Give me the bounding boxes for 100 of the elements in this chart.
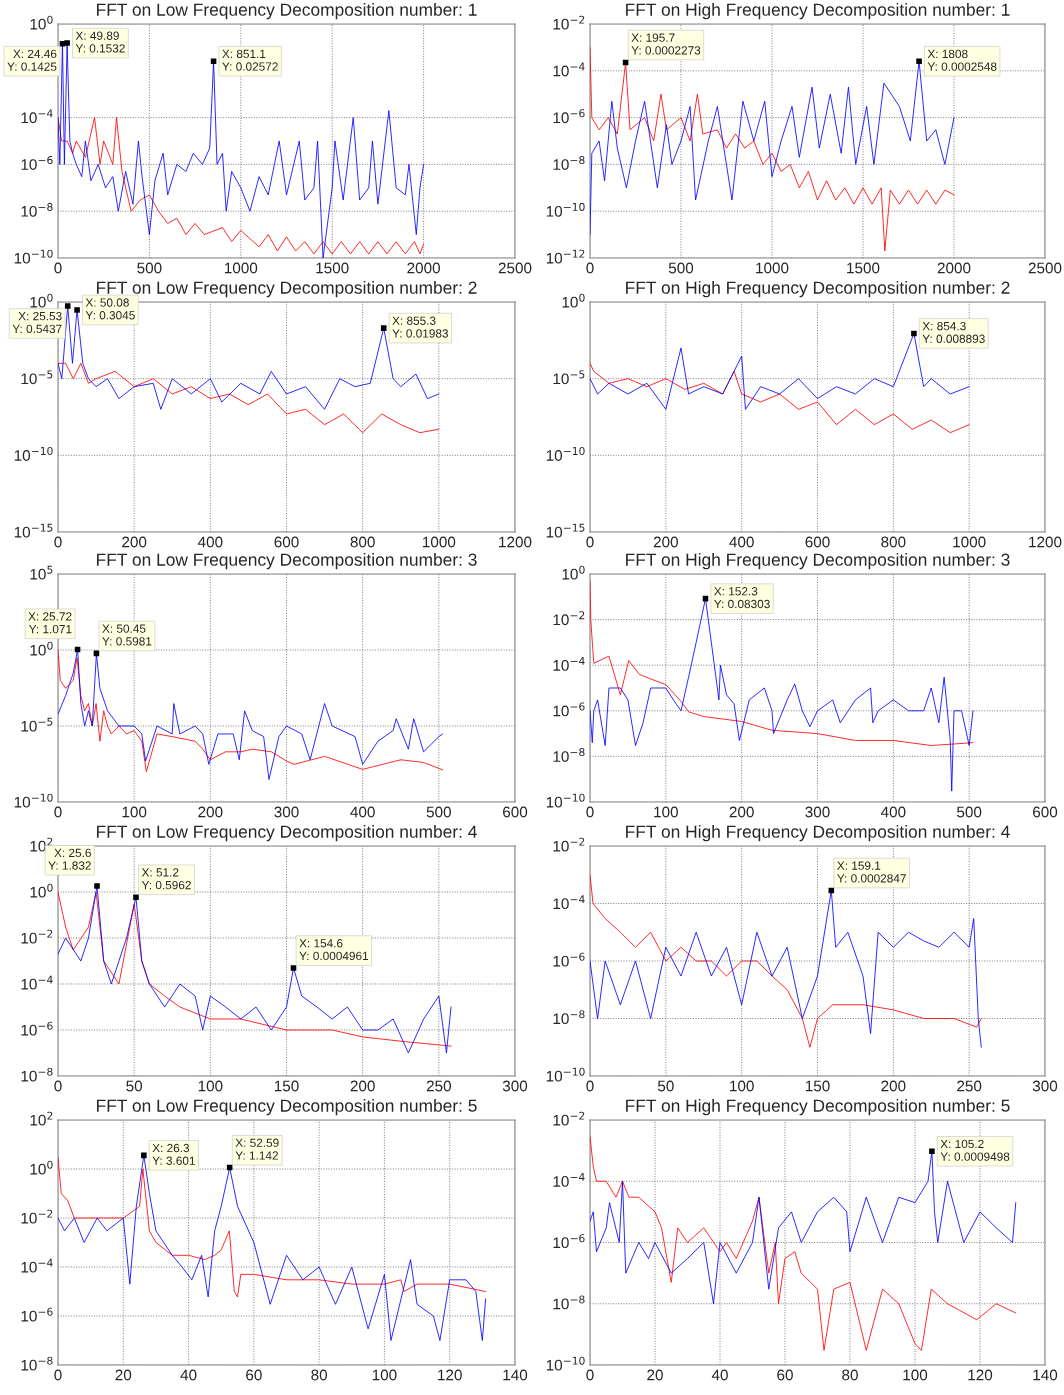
- y-tick-label: 10$^{−8}$: [21, 1067, 53, 1082]
- y-tick-label: 10$^{−6}$: [21, 156, 53, 170]
- x-tick-label: 2500: [498, 262, 532, 274]
- x-tick-label: 400: [880, 806, 906, 818]
- y-tick-label: 10$^{−10}$: [546, 446, 585, 461]
- x-tick-label: 100: [372, 1369, 397, 1381]
- y-tick-label: 10$^{−8}$: [553, 1295, 585, 1310]
- x-tick-label: 200: [198, 806, 223, 818]
- x-tick-label: 20: [647, 1369, 663, 1381]
- x-tick-label: 300: [274, 806, 299, 818]
- annotation: X: 855.3 Y: 0.01983: [392, 316, 448, 338]
- chart-title: FFT on High Frequency Decomposition number: 4: [626, 825, 1010, 842]
- y-tick-label: 10$^{0}$: [30, 641, 53, 656]
- y-tick-label: 10$^{−8}$: [21, 1356, 53, 1371]
- x-tick-label: 800: [350, 536, 375, 548]
- x-tick-label: 40: [180, 1369, 197, 1381]
- y-tick-label: 10$^{−6}$: [553, 109, 585, 124]
- x-tick-label: 250: [957, 1080, 982, 1092]
- y-tick-label: 10$^{−4}$: [553, 656, 585, 671]
- x-tick-label: 2500: [1028, 262, 1062, 274]
- y-tick-label: 10$^{−8}$: [553, 748, 585, 762]
- y-tick-label: 10$^{−2}$: [553, 15, 585, 30]
- x-tick-label: 1000: [953, 536, 986, 548]
- x-tick-label: 100: [903, 1369, 928, 1381]
- annotation: X: 25.72 Y: 1.071: [28, 612, 72, 634]
- y-tick-label: 10$^{0}$: [30, 293, 53, 308]
- y-tick-label: 10$^{−4}$: [553, 1173, 585, 1187]
- x-tick-label: 1500: [847, 262, 880, 274]
- chart-title: FFT on Low Frequency Decomposition number: 2: [97, 281, 477, 298]
- y-tick-label: 10$^{−4}$: [553, 62, 585, 77]
- annotation: X: 49.89 Y: 0.1532: [75, 31, 125, 53]
- annotation: X: 1808 Y: 0.0002548: [927, 49, 997, 71]
- x-tick-label: 0: [54, 1080, 62, 1092]
- y-tick-label: 10$^{−6}$: [21, 1021, 53, 1036]
- y-tick-label: 10$^{−15}$: [546, 523, 585, 538]
- line-series: [58, 117, 425, 255]
- y-tick-label: 10$^{−6}$: [21, 1307, 53, 1322]
- y-tick-label: 10$^{−10}$: [14, 249, 53, 264]
- x-tick-label: 80: [842, 1369, 858, 1381]
- y-tick-label: 10$^{0}$: [30, 15, 53, 30]
- x-tick-label: 200: [653, 536, 678, 548]
- x-tick-label: 1000: [423, 536, 456, 548]
- x-tick-label: 400: [197, 536, 223, 548]
- y-tick-label: 10$^{−6}$: [553, 952, 585, 967]
- y-tick-label: 10$^{0}$: [562, 293, 585, 308]
- y-tick-label: 10$^{−8}$: [553, 156, 585, 170]
- y-tick-label: 10$^{−10}$: [546, 1067, 585, 1082]
- annotation: X: 50.08 Y: 0.3045: [85, 298, 135, 320]
- x-tick-label: 600: [274, 536, 299, 548]
- x-tick-label: 1000: [756, 262, 789, 274]
- x-tick-label: 2000: [407, 262, 440, 274]
- chart-title: FFT on High Frequency Decomposition number: 1: [626, 3, 1010, 20]
- y-tick-label: 10$^{−10}$: [14, 793, 53, 808]
- x-tick-label: 0: [586, 806, 594, 818]
- annotation: X: 851.1 Y: 0.02572: [222, 49, 278, 71]
- x-tick-label: 120: [968, 1369, 993, 1381]
- x-tick-label: 0: [586, 1080, 594, 1092]
- x-tick-label: 300: [1032, 1080, 1058, 1092]
- y-tick-label: 10$^{−4}$: [21, 1258, 53, 1273]
- y-tick-label: 10$^{−8}$: [21, 202, 53, 217]
- y-tick-label: 10$^{−4}$: [21, 975, 53, 990]
- y-tick-label: 10$^{−4}$: [21, 109, 53, 124]
- x-tick-label: 0: [54, 1369, 62, 1381]
- x-tick-label: 0: [54, 806, 62, 818]
- x-tick-label: 0: [586, 262, 594, 274]
- x-tick-label: 250: [426, 1080, 451, 1092]
- y-tick-label: 10$^{−15}$: [14, 523, 53, 538]
- x-tick-label: 600: [503, 806, 528, 818]
- annotation: X: 50.45 Y: 0.5981: [102, 624, 152, 646]
- x-tick-label: 50: [657, 1080, 674, 1092]
- annotation: X: 159.1 Y: 0.0002847: [837, 861, 906, 883]
- x-tick-label: 60: [246, 1369, 262, 1381]
- chart-title: FFT on Low Frequency Decomposition number: 5: [97, 1099, 477, 1116]
- x-tick-label: 60: [777, 1369, 793, 1381]
- chart-title: FFT on Low Frequency Decomposition number: 3: [97, 553, 477, 570]
- y-tick-label: 10$^{−2}$: [21, 929, 53, 944]
- y-tick-label: 10$^{0}$: [30, 1160, 53, 1175]
- x-tick-label: 40: [711, 1369, 728, 1381]
- line-series: [58, 362, 440, 434]
- chart-title: FFT on Low Frequency Decomposition number: 1: [97, 3, 477, 20]
- y-tick-label: 10$^{−5}$: [21, 370, 53, 385]
- y-tick-label: 10$^{−12}$: [546, 249, 585, 264]
- y-tick-label: 10$^{−2}$: [21, 1209, 53, 1224]
- annotation: X: 854.3 Y: 0.008893: [922, 321, 985, 343]
- x-tick-label: 120: [438, 1369, 462, 1381]
- x-tick-label: 500: [957, 806, 982, 818]
- x-tick-label: 200: [122, 536, 147, 548]
- x-tick-label: 300: [805, 806, 830, 818]
- x-tick-label: 100: [198, 1080, 223, 1092]
- x-tick-label: 1500: [316, 262, 349, 274]
- y-tick-label: 10$^{2}$: [30, 1111, 53, 1126]
- y-tick-label: 10$^{−6}$: [553, 702, 585, 717]
- x-tick-label: 150: [274, 1080, 299, 1092]
- chart-title: FFT on Low Frequency Decomposition number: 4: [97, 825, 477, 842]
- y-tick-label: 10$^{−10}$: [546, 793, 585, 808]
- x-tick-label: 200: [350, 1080, 375, 1092]
- x-tick-label: 500: [668, 262, 694, 274]
- annotation: X: 154.6 Y: 0.0004961: [299, 939, 369, 961]
- annotation: X: 24.46 Y: 0.1425: [7, 49, 57, 71]
- x-tick-label: 1200: [499, 536, 532, 548]
